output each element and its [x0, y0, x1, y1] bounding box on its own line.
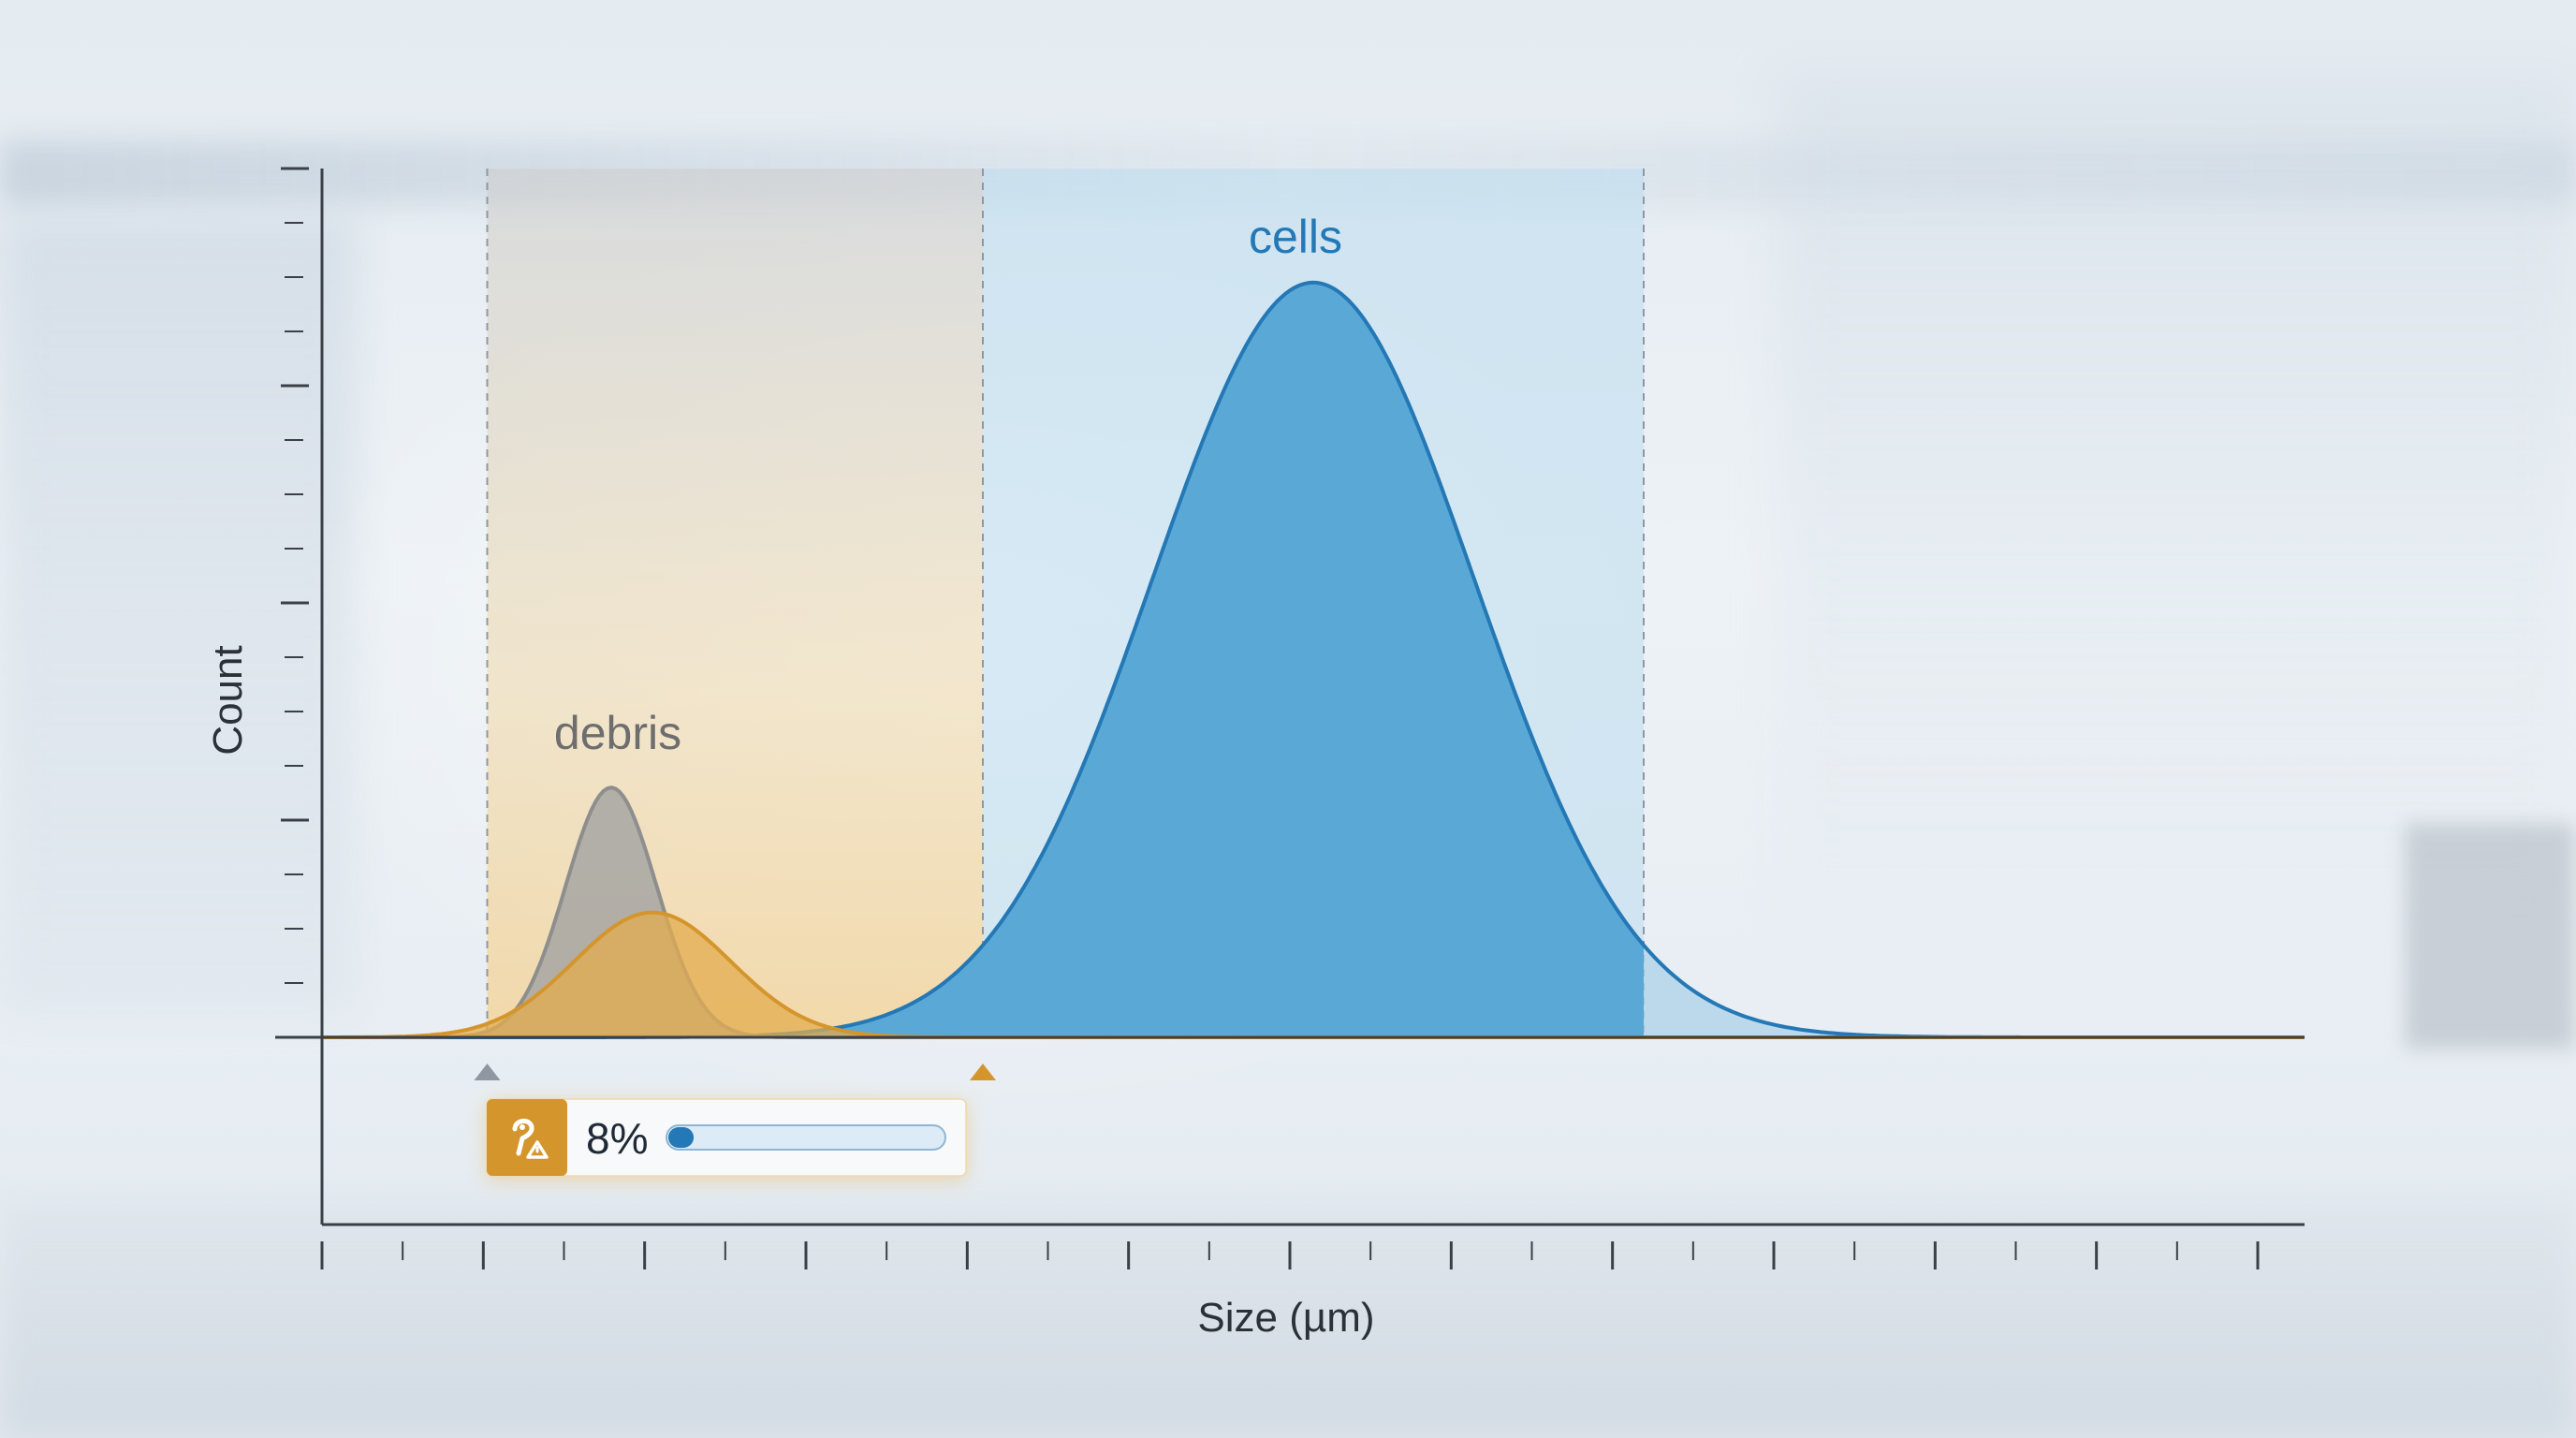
progress-fill	[668, 1127, 695, 1148]
progress-track	[666, 1124, 946, 1151]
y-axis-label: Count	[205, 645, 251, 755]
x-axis-label: Size (µm)	[1197, 1295, 1374, 1341]
axes	[275, 167, 2305, 1269]
gate-handles[interactable]	[474, 1064, 997, 1080]
series-label-cells: cells	[1249, 211, 1342, 263]
debris-orange-area	[322, 912, 2305, 1037]
indicator-value: 8%	[586, 1114, 648, 1163]
gate-handle-right[interactable]	[970, 1064, 996, 1080]
debris-percentage-indicator: 8%	[486, 1098, 967, 1177]
cells-area	[322, 282, 1644, 1037]
series-label-debris: debris	[554, 707, 681, 759]
bacteria-warning-icon	[512, 1119, 549, 1159]
chart-labels: Count Size (µm) debris cells	[205, 211, 1375, 1341]
gate-handle-left[interactable]	[474, 1064, 501, 1080]
